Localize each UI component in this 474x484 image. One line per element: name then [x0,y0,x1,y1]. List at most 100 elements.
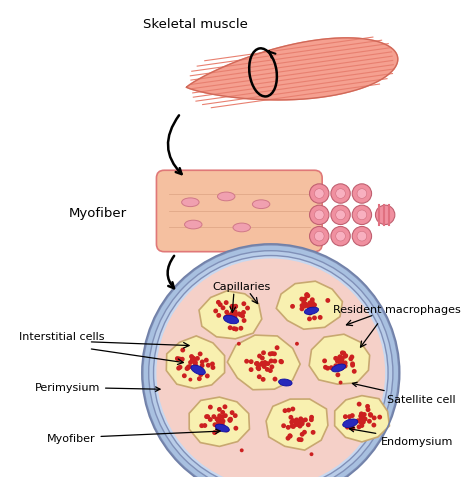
Circle shape [310,308,315,313]
Ellipse shape [332,364,346,372]
Circle shape [228,417,232,422]
Circle shape [310,206,329,225]
Circle shape [340,361,345,366]
Circle shape [257,354,262,359]
Circle shape [193,366,198,371]
Circle shape [224,310,229,315]
Circle shape [304,293,309,298]
Circle shape [296,423,301,427]
Circle shape [349,424,354,429]
Circle shape [343,414,348,419]
Circle shape [220,419,226,424]
Polygon shape [187,39,398,101]
Text: Perimysium: Perimysium [35,382,160,393]
Circle shape [299,438,303,442]
Circle shape [314,232,324,242]
Text: Endomysium: Endomysium [349,427,454,446]
Circle shape [195,366,200,371]
Circle shape [360,413,365,418]
Circle shape [294,418,299,423]
Circle shape [340,351,345,356]
Circle shape [149,251,393,484]
Circle shape [263,361,267,365]
Circle shape [216,419,221,424]
Circle shape [257,375,262,379]
Circle shape [349,355,354,360]
Circle shape [215,417,219,422]
Circle shape [233,310,237,315]
Circle shape [175,356,180,361]
Circle shape [289,420,294,424]
Circle shape [156,259,385,484]
Circle shape [261,362,266,366]
Circle shape [211,414,216,419]
Circle shape [358,418,364,423]
Circle shape [285,436,291,441]
Circle shape [224,428,229,432]
Circle shape [233,315,237,320]
Circle shape [228,316,232,320]
Text: Skeletal muscle: Skeletal muscle [143,18,247,31]
Circle shape [377,415,382,420]
Circle shape [322,359,327,363]
Circle shape [263,361,268,366]
Circle shape [278,359,283,364]
Circle shape [237,342,241,346]
Circle shape [295,342,299,346]
Circle shape [365,408,371,412]
Ellipse shape [279,379,292,386]
Circle shape [216,300,221,305]
Circle shape [359,420,364,425]
Circle shape [232,312,237,317]
Circle shape [310,184,329,204]
Circle shape [305,294,310,299]
Circle shape [233,304,238,309]
Circle shape [310,430,316,435]
Circle shape [303,302,308,307]
Circle shape [298,422,302,426]
Circle shape [307,302,311,307]
Circle shape [338,358,343,363]
Circle shape [339,366,344,371]
Circle shape [343,353,348,358]
Circle shape [200,363,205,368]
Circle shape [188,360,193,365]
Circle shape [189,378,192,382]
Circle shape [218,302,223,307]
Ellipse shape [304,307,319,315]
Circle shape [256,366,261,371]
Circle shape [220,306,226,311]
Circle shape [193,366,198,371]
Circle shape [291,418,295,423]
Circle shape [338,361,344,366]
Circle shape [226,314,230,318]
Circle shape [303,418,308,423]
Circle shape [312,316,317,321]
Circle shape [190,358,195,363]
Circle shape [338,358,343,363]
Circle shape [255,362,260,366]
Circle shape [336,232,346,242]
Ellipse shape [215,424,229,432]
Circle shape [357,402,362,407]
Polygon shape [166,336,225,389]
Circle shape [240,449,244,453]
Circle shape [208,405,213,409]
Circle shape [238,326,243,331]
Circle shape [224,301,228,305]
Text: Resident macrophages: Resident macrophages [333,304,461,314]
Circle shape [300,307,304,312]
Ellipse shape [191,365,205,375]
Circle shape [177,357,182,362]
Circle shape [310,298,315,302]
Circle shape [359,416,364,421]
Circle shape [249,360,254,364]
Circle shape [339,359,344,363]
Circle shape [189,354,194,359]
Circle shape [358,420,363,425]
Circle shape [308,306,313,311]
Text: Interstitial cells: Interstitial cells [18,332,104,341]
Circle shape [232,327,237,332]
Circle shape [187,364,192,369]
Circle shape [352,227,372,246]
